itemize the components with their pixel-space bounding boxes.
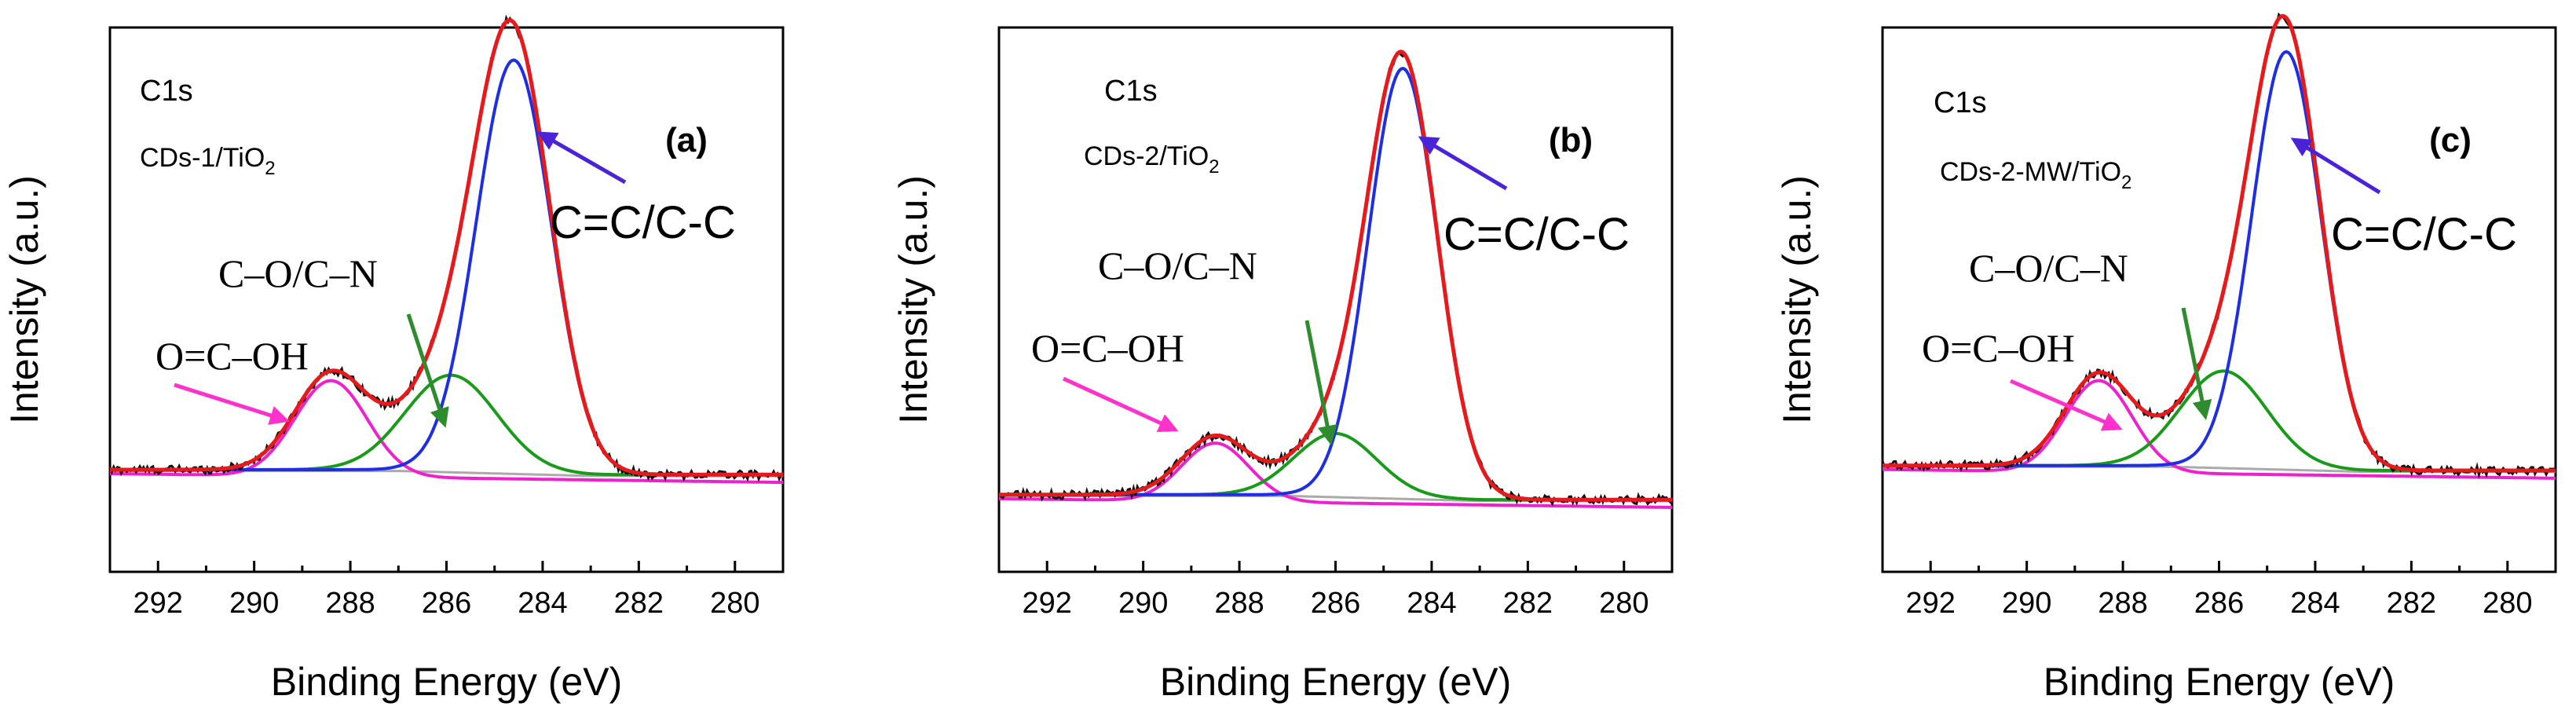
x-axis-label: Binding Energy (eV) [2044,660,2395,704]
x-tick-label: 280 [2483,587,2532,620]
y-axis-label: Intensity (a.u.) [1775,175,1819,424]
annotation-co-cn: C–O/C–N [1969,246,2128,290]
co-cn-component [1883,369,2556,472]
cooh-component [1883,379,2556,480]
y-axis-label: Intensity (a.u.) [891,175,935,424]
annotation-cc: C=C/C-C [2331,209,2517,260]
annotation-ocooh: O=C–OH [1922,326,2075,370]
arrow-co-cn [1304,320,1337,445]
arrow-cc [1418,136,1508,191]
x-tick-label: 284 [518,587,567,620]
experimental-data [108,14,785,482]
envelope-fit [999,49,1672,502]
panel-label: (a) [665,121,708,159]
annotation-ocooh: O=C–OH [1031,326,1184,370]
cooh-component [110,379,783,485]
sample-name: CDs-2/TiO2 [1084,141,1220,178]
annotation-cc: C=C/C-C [550,197,736,248]
x-tick-label: 292 [1023,587,1072,620]
axes-frame [997,26,1674,573]
sample-name-main: CDs-1/TiO [140,143,265,173]
arrow-ocooh [1062,376,1179,433]
annotation-co-cn: C–O/C–N [1098,243,1257,287]
x-tick-label: 286 [1311,587,1360,620]
arrow-co-cn [2181,307,2212,420]
envelope-fit [1883,13,2556,473]
x-axis-label: Binding Energy (eV) [271,660,622,704]
envelope-fit [110,18,783,477]
x-tick-label: 292 [134,587,183,620]
annotation-ocooh: O=C–OH [156,334,309,378]
panel-2: 292 290 288 286 284 282 280 Binding Energy (eV)… [891,26,1674,704]
panel-3: 292 290 288 286 284 282 280 Binding Energy (eV)… [1775,12,2557,704]
panel-label: (c) [2429,121,2472,159]
cooh-component [998,441,1672,509]
panel-label: (b) [1549,121,1593,159]
x-tick-label: 290 [1118,587,1168,620]
x-tick-label: 280 [710,587,759,620]
sample-core-level: C1s [1934,86,1987,119]
x-tick-label: 282 [2387,587,2436,620]
x-tick-label: 286 [422,587,471,620]
x-tick-label: 290 [2002,587,2051,620]
x-tick-label: 288 [1214,587,1264,620]
x-tick-label: 290 [229,587,279,620]
sample-name-subscript: 2 [2121,172,2131,193]
x-tick-label: 292 [1906,587,1956,620]
x-tick-label: 282 [1503,587,1553,620]
arrow-cc [536,131,627,185]
annotation-co-cn: C–O/C–N [218,251,378,295]
x-tick-label: 288 [2098,587,2147,620]
x-tick-label: 284 [2290,587,2340,620]
x-tick-label: 288 [325,587,375,620]
sample-name-subscript: 2 [265,158,275,179]
arrow-co-cn [406,313,449,428]
sample-core-level: C1s [1104,75,1158,108]
sample-core-level: C1s [140,75,193,108]
x-tick-label: 284 [1407,587,1456,620]
annotation-cc: C=C/C-C [1444,209,1630,260]
sample-name: CDs-1/TiO2 [140,143,276,179]
co-cn-component [999,431,1672,502]
x-tick-label: 286 [2194,587,2244,620]
sample-name: CDs-2-MW/TiO2 [1940,157,2131,193]
sample-name-main: CDs-2-MW/TiO [1940,157,2121,187]
panel-1: 292 290 288 286 284 282 280 Binding Energy (eV)… [2,14,785,704]
x-axis-label: Binding Energy (eV) [1160,660,1511,704]
arrow-cc [2290,137,2381,195]
sample-name-subscript: 2 [1209,156,1219,178]
y-axis-label: Intensity (a.u.) [2,175,46,424]
arrow-ocooh [174,383,290,425]
arrow-ocooh [2010,379,2123,431]
x-tick-label: 280 [1599,587,1648,620]
x-tick-label: 282 [614,587,664,620]
sample-name-main: CDs-2/TiO [1084,141,1209,171]
